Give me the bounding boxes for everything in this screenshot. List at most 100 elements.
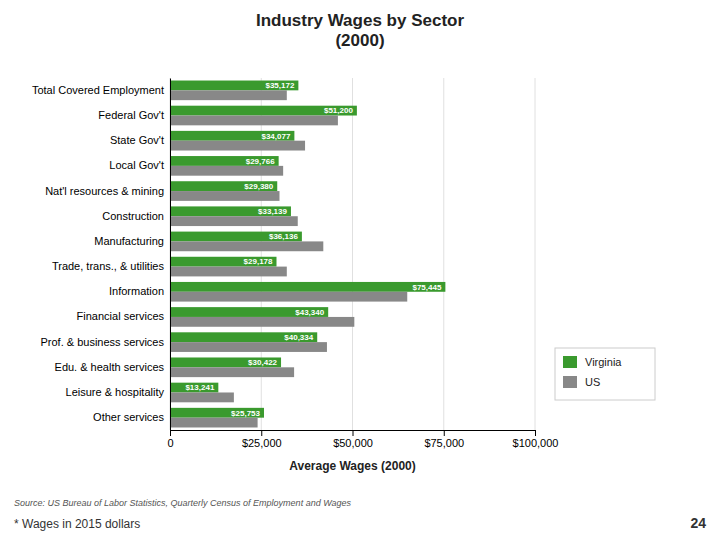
legend-label: US <box>585 376 600 388</box>
data-label: $29,766 <box>246 157 275 166</box>
y-axis: Total Covered Employment Federal Gov't Sta… <box>32 79 171 431</box>
x-tick-mark <box>261 430 262 436</box>
bar <box>170 418 258 428</box>
y-tick-label: Construction <box>102 210 164 222</box>
x-tick: $75,000 <box>424 430 464 449</box>
series <box>170 90 407 427</box>
legend-frame <box>555 348 655 400</box>
bar <box>170 106 357 116</box>
data-label: $36,136 <box>269 232 298 241</box>
footnote: * Wages in 2015 dollars <box>14 517 140 531</box>
data-label: $34,077 <box>261 132 290 141</box>
x-tick-label: 0 <box>167 437 173 449</box>
y-tick-label: Total Covered Employment <box>32 84 164 96</box>
bar <box>170 257 276 267</box>
y-tick: Federal Gov't <box>98 109 164 121</box>
legend: Virginia US <box>555 348 655 400</box>
y-tick: Local Gov't <box>109 159 164 171</box>
bar <box>170 116 338 126</box>
legend-item: Virginia <box>563 356 622 368</box>
data-label: $43,340 <box>295 308 324 317</box>
y-tick-label: Leisure & hospitality <box>66 386 165 398</box>
legend-swatch <box>563 356 577 368</box>
y-tick: Leisure & hospitality <box>66 386 165 398</box>
bar <box>170 90 287 100</box>
x-tick: $100,000 <box>513 430 559 449</box>
bar <box>170 156 279 166</box>
y-tick-label: Edu. & health services <box>55 361 165 373</box>
bar <box>170 307 328 317</box>
bar <box>170 282 445 292</box>
y-tick: Trade, trans., & utilities <box>52 260 165 272</box>
bar <box>170 81 298 91</box>
bar <box>170 342 327 352</box>
y-tick-label: Nat'l resources & mining <box>45 185 164 197</box>
bar <box>170 357 281 367</box>
y-tick: Other services <box>93 411 164 423</box>
x-tick-label: $25,000 <box>242 437 282 449</box>
y-tick-label: Information <box>109 285 164 297</box>
y-tick-label: Financial services <box>77 310 165 322</box>
y-tick-label: Manufacturing <box>94 235 164 247</box>
bar <box>170 267 287 277</box>
bar <box>170 141 305 151</box>
grid-line <box>443 78 444 430</box>
x-tick-label: $75,000 <box>424 437 464 449</box>
title: Industry Wages by Sector(2000) <box>256 11 465 50</box>
x-tick: $25,000 <box>242 430 282 449</box>
x-tick-mark <box>353 430 354 436</box>
x-tick: $50,000 <box>333 430 373 449</box>
legend-label: Virginia <box>585 356 622 368</box>
bar <box>170 408 264 418</box>
x-axis-title: Average Wages (2000) <box>289 459 416 473</box>
bar <box>170 367 294 377</box>
x-tick-label: $50,000 <box>333 437 373 449</box>
y-tick-label: Other services <box>93 411 164 423</box>
y-tick: Prof. & business services <box>41 336 165 348</box>
y-axis-line <box>170 79 171 431</box>
title-line: (2000) <box>335 31 384 50</box>
bar <box>170 292 407 302</box>
bar <box>170 216 298 226</box>
bars <box>170 81 445 428</box>
data-label: $30,422 <box>248 358 277 367</box>
bar <box>170 241 323 251</box>
page-number: 24 <box>690 515 706 531</box>
y-tick-label: Local Gov't <box>109 159 164 171</box>
grid <box>170 78 535 430</box>
source: Source: US Bureau of Labor Statistics, Q… <box>14 498 351 508</box>
x-axis-line <box>171 431 536 437</box>
bar <box>170 191 280 201</box>
grid-line <box>170 78 171 430</box>
y-tick-label: Federal Gov't <box>98 109 164 121</box>
x-tick-mark <box>170 430 171 436</box>
bar <box>170 206 291 216</box>
data-label: $29,178 <box>244 257 273 266</box>
y-tick: Manufacturing <box>94 235 164 247</box>
bar <box>170 181 277 191</box>
y-tick: Financial services <box>77 310 165 322</box>
y-tick: Edu. & health services <box>55 361 165 373</box>
data-labels: $35,172$51,200$34,077$29,766$29,380$33,1… <box>185 81 442 417</box>
data-label: $13,241 <box>185 383 214 392</box>
y-tick-label: Trade, trans., & utilities <box>52 260 165 272</box>
data-label: $75,445 <box>412 283 441 292</box>
x-tick-mark <box>444 430 445 436</box>
bar <box>170 392 234 402</box>
bar <box>170 317 354 327</box>
y-tick: Nat'l resources & mining <box>45 185 164 197</box>
data-label: $35,172 <box>265 81 294 90</box>
bar <box>170 332 317 342</box>
legend-item: US <box>563 376 600 388</box>
grid-line <box>535 78 536 430</box>
y-tick: Information <box>109 285 164 297</box>
grid-line <box>352 78 353 430</box>
bar <box>170 166 283 176</box>
y-tick-label: State Gov't <box>110 134 164 146</box>
plot: 0 $25,000 $50,000 $75,000 $100,000 Total Cove… <box>32 78 559 473</box>
bar <box>170 131 294 141</box>
x-axis: 0 $25,000 $50,000 $75,000 $100,000 <box>167 430 558 449</box>
bar <box>170 383 218 393</box>
data-label: $51,200 <box>324 106 353 115</box>
legend-swatch <box>563 376 577 388</box>
